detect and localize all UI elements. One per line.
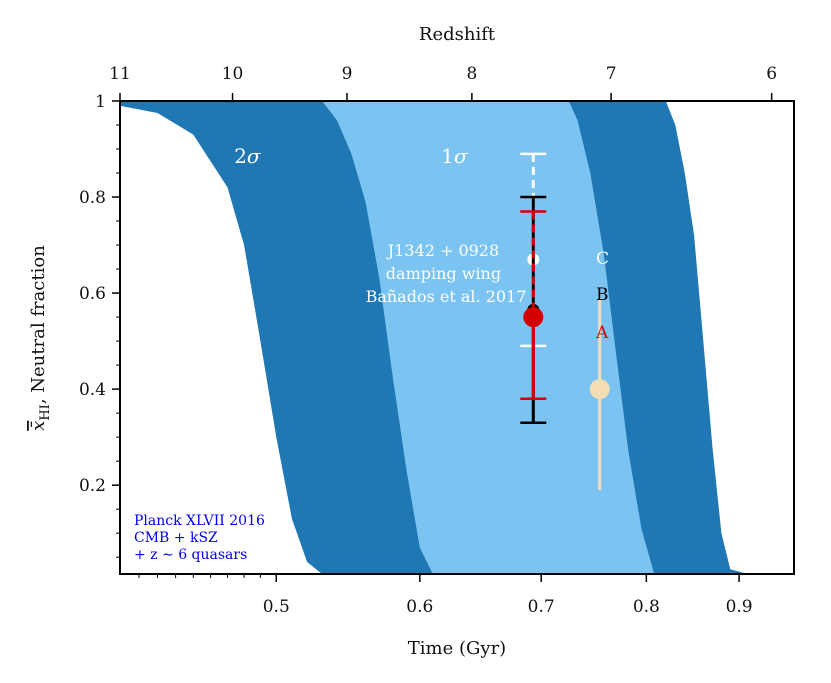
y-tick-label: 0.2 — [79, 476, 106, 496]
x-tick-label: 0.6 — [406, 597, 433, 617]
y-tick-label: 0.8 — [79, 188, 106, 208]
band-label-2-sigma: 2σ — [234, 144, 262, 168]
band-label-1-sigma: 1σ — [441, 144, 469, 168]
y-tick-label: 0.4 — [79, 380, 106, 400]
y-axis-title: x̄HI, Neutral fraction — [28, 245, 53, 431]
top-tick-label: 6 — [766, 64, 777, 84]
x-axis-title: Time (Gyr) — [408, 638, 506, 659]
marker-a — [523, 307, 544, 328]
legend-planck: Planck XLVII 2016 CMB + kSZ + z ∼ 6 quas… — [134, 513, 269, 563]
x-tick-label: 0.8 — [633, 597, 660, 617]
y-tick-label: 0.6 — [79, 284, 106, 304]
point-a — [520, 210, 547, 400]
point-label-c: C — [596, 249, 609, 269]
band-1-sigma — [322, 101, 655, 574]
point-label-b: B — [596, 285, 609, 305]
annotation-quasar: J1342 + 0928 damping wing Bañados et al.… — [366, 241, 527, 306]
x-axis: 0.5 0.6 0.7 0.8 0.9 — [138, 574, 753, 617]
top-tick-label: 9 — [342, 64, 353, 84]
top-tick-label: 10 — [222, 64, 244, 84]
x-tick-label: 0.9 — [726, 597, 753, 617]
plot-frame — [119, 100, 795, 575]
point-quasar-3 — [589, 297, 610, 490]
y-axis: 0.2 0.4 0.6 0.8 1 — [79, 92, 120, 558]
data-points — [520, 152, 610, 490]
top-tick-label: 7 — [606, 64, 617, 84]
x-tick-label: 0.5 — [263, 597, 290, 617]
confidence-bands — [120, 101, 748, 574]
y-tick-label: 1 — [95, 92, 106, 112]
top-redshift-axis: 11 10 9 8 7 6 — [109, 64, 777, 101]
top-axis-title: Redshift — [419, 24, 496, 45]
point-label-a: A — [595, 323, 609, 343]
top-tick-label: 11 — [109, 64, 131, 84]
top-tick-label: 8 — [466, 64, 477, 84]
marker-quasar-3 — [589, 379, 610, 400]
x-tick-label: 0.7 — [528, 597, 555, 617]
